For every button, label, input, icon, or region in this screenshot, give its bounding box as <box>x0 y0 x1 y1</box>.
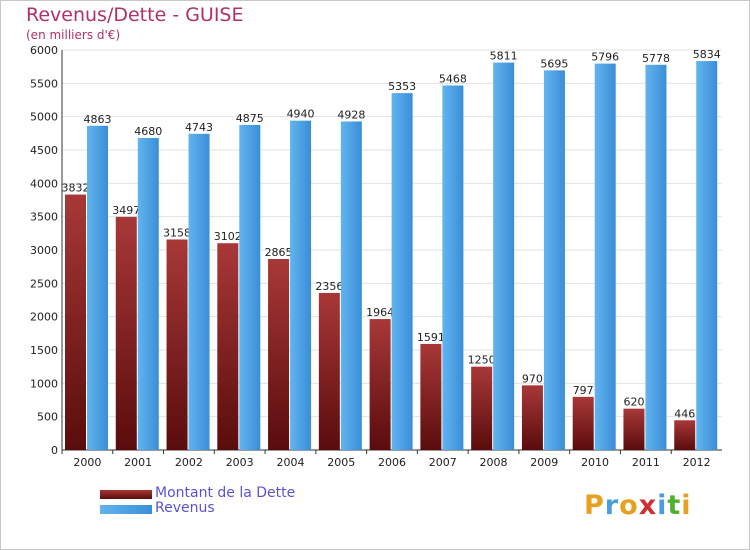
x-tick-label: 2001 <box>124 456 152 469</box>
y-tick-label: 5500 <box>30 77 58 90</box>
data-label-revenus: 5468 <box>439 72 467 85</box>
x-tick-label: 2009 <box>530 456 558 469</box>
x-tick-label: 2007 <box>429 456 457 469</box>
y-tick-label: 500 <box>37 411 58 424</box>
data-label-dette: 1964 <box>366 306 394 319</box>
bar-dette <box>166 239 188 450</box>
chart-title: Revenus/Dette - GUISE <box>26 4 244 26</box>
data-label-revenus: 4743 <box>185 121 213 134</box>
x-tick-label: 2004 <box>276 456 304 469</box>
data-label-dette: 3158 <box>163 226 191 239</box>
data-label-revenus: 5796 <box>591 51 619 64</box>
y-tick-label: 5000 <box>30 111 58 124</box>
data-label-revenus: 5834 <box>693 48 721 61</box>
bar-revenus <box>442 85 464 450</box>
logo-letter: i <box>681 490 692 521</box>
data-label-dette: 1591 <box>417 331 445 344</box>
bar-dette <box>318 292 340 450</box>
logo-letter: r <box>604 490 620 521</box>
legend-swatch-dette <box>100 490 152 499</box>
legend-label-revenus: Revenus <box>155 500 215 516</box>
proxiti-logo: Proxiti <box>584 490 692 521</box>
data-label-revenus: 4928 <box>337 108 365 121</box>
bar-dette <box>65 194 86 450</box>
logo-letter: o <box>619 490 639 521</box>
bar-dette <box>572 396 594 450</box>
x-tick-label: 2008 <box>480 456 508 469</box>
bar-dette <box>471 366 493 450</box>
bar-dette <box>369 319 391 450</box>
y-tick-label: 1000 <box>30 377 58 390</box>
data-label-revenus: 4680 <box>134 125 162 138</box>
bar-revenus <box>340 121 362 450</box>
logo-letter: t <box>667 490 682 521</box>
bar-dette <box>674 420 696 450</box>
x-tick-label: 2006 <box>378 456 406 469</box>
bar-revenus <box>87 125 108 451</box>
y-tick-label: 2000 <box>30 311 58 324</box>
bar-revenus <box>645 64 667 451</box>
data-label-revenus: 4940 <box>287 108 315 121</box>
y-tick-label: 1500 <box>30 344 58 357</box>
bar-revenus <box>493 62 515 450</box>
data-label-dette: 446 <box>674 407 695 420</box>
data-label-dette: 620 <box>623 396 644 409</box>
data-label-revenus: 4863 <box>84 113 112 126</box>
bar-dette <box>623 408 645 450</box>
data-label-dette: 970 <box>522 372 543 385</box>
data-label-dette: 3832 <box>62 182 90 195</box>
y-tick-label: 4000 <box>30 177 58 190</box>
bar-revenus <box>137 138 159 450</box>
bar-revenus <box>594 63 616 450</box>
x-tick-label: 2002 <box>175 456 203 469</box>
data-label-revenus: 5695 <box>540 57 568 70</box>
y-tick-label: 2500 <box>30 277 58 290</box>
legend-swatch-revenus <box>100 505 152 514</box>
x-tick-label: 2003 <box>226 456 254 469</box>
data-label-dette: 1250 <box>468 354 496 367</box>
y-tick-label: 3000 <box>30 244 58 257</box>
x-tick-label: 2000 <box>73 456 101 469</box>
data-label-revenus: 4875 <box>236 112 264 125</box>
bar-dette <box>420 343 442 450</box>
y-tick-label: 4500 <box>30 144 58 157</box>
bar-dette <box>217 243 239 450</box>
x-tick-label: 2010 <box>581 456 609 469</box>
bar-dette <box>115 216 137 450</box>
x-tick-label: 2012 <box>683 456 711 469</box>
bar-revenus <box>696 61 718 451</box>
data-label-revenus: 5778 <box>642 52 670 65</box>
logo-letter: x <box>638 490 658 521</box>
bar-revenus <box>543 70 565 450</box>
data-label-dette: 2865 <box>265 246 293 259</box>
bar-revenus <box>239 125 261 450</box>
logo-letter: i <box>657 490 668 521</box>
logo-letter: P <box>584 490 605 521</box>
y-tick-label: 0 <box>51 444 58 457</box>
data-label-dette: 797 <box>573 384 594 397</box>
x-tick-label: 2005 <box>327 456 355 469</box>
bar-dette <box>521 385 543 450</box>
chart-subtitle: (en milliers d'€) <box>26 28 121 42</box>
bar-revenus <box>391 93 413 450</box>
y-tick-label: 6000 <box>30 44 58 57</box>
bar-dette <box>268 259 290 450</box>
legend-label-dette: Montant de la Dette <box>155 485 296 501</box>
data-label-dette: 2356 <box>315 280 343 293</box>
data-label-dette: 3497 <box>112 204 140 217</box>
y-tick-label: 3500 <box>30 211 58 224</box>
data-label-revenus: 5353 <box>388 80 416 93</box>
bar-revenus <box>290 120 312 451</box>
x-tick-label: 2011 <box>632 456 660 469</box>
data-label-revenus: 5811 <box>490 50 518 63</box>
bar-revenus <box>188 133 210 451</box>
data-label-dette: 3102 <box>214 230 242 243</box>
